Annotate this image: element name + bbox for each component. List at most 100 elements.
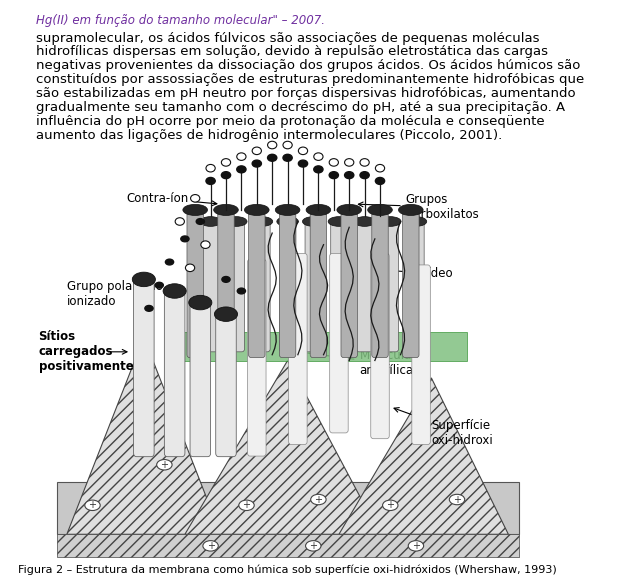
FancyBboxPatch shape (228, 219, 245, 352)
Text: aumento das ligações de hidrogênio intermoleculares (Piccolo, 2001).: aumento das ligações de hidrogênio inter… (36, 129, 502, 142)
Ellipse shape (311, 494, 326, 505)
FancyBboxPatch shape (165, 288, 185, 457)
Ellipse shape (214, 204, 238, 215)
Ellipse shape (186, 264, 194, 272)
Ellipse shape (237, 166, 246, 173)
Text: hidrofílicas dispersas em solução, devido à repulsão eletrostática das cargas: hidrofílicas dispersas em solução, devid… (36, 45, 548, 58)
Ellipse shape (183, 204, 207, 215)
FancyBboxPatch shape (357, 219, 373, 352)
Ellipse shape (267, 154, 277, 161)
Ellipse shape (277, 217, 298, 226)
FancyBboxPatch shape (279, 207, 296, 357)
Ellipse shape (222, 159, 231, 166)
Ellipse shape (252, 147, 261, 155)
Ellipse shape (163, 284, 186, 298)
Text: +: + (243, 501, 251, 510)
FancyBboxPatch shape (134, 276, 154, 457)
Ellipse shape (206, 178, 215, 184)
FancyBboxPatch shape (305, 219, 321, 352)
Ellipse shape (275, 204, 300, 215)
Ellipse shape (206, 165, 215, 172)
Text: são estabilizadas em pH neutro por forças dispersivas hidrofóbicas, aumentando: são estabilizadas em pH neutro por força… (36, 87, 576, 100)
Ellipse shape (329, 159, 339, 166)
Ellipse shape (85, 500, 100, 510)
Ellipse shape (145, 306, 153, 311)
Ellipse shape (201, 241, 210, 249)
FancyBboxPatch shape (310, 207, 327, 357)
Ellipse shape (449, 494, 465, 505)
Polygon shape (175, 332, 467, 360)
Ellipse shape (383, 500, 398, 510)
Ellipse shape (306, 204, 331, 215)
Ellipse shape (298, 147, 308, 155)
Ellipse shape (237, 153, 246, 161)
Ellipse shape (155, 282, 163, 288)
Ellipse shape (360, 159, 369, 166)
Ellipse shape (375, 178, 384, 184)
Ellipse shape (354, 217, 375, 226)
FancyBboxPatch shape (288, 253, 307, 445)
Ellipse shape (203, 541, 219, 551)
Ellipse shape (405, 217, 426, 226)
Polygon shape (185, 360, 380, 534)
FancyBboxPatch shape (330, 253, 348, 433)
Text: +: + (314, 495, 322, 505)
Ellipse shape (245, 204, 269, 215)
Ellipse shape (337, 204, 361, 215)
Text: Hg(II) em função do tamanho molecular" – 2007.: Hg(II) em função do tamanho molecular" –… (36, 14, 325, 27)
Ellipse shape (181, 236, 189, 242)
Ellipse shape (379, 217, 401, 226)
Polygon shape (56, 534, 519, 558)
Ellipse shape (165, 259, 173, 265)
FancyBboxPatch shape (382, 219, 399, 352)
FancyBboxPatch shape (279, 219, 296, 352)
Ellipse shape (306, 541, 321, 551)
FancyBboxPatch shape (402, 207, 419, 357)
FancyBboxPatch shape (215, 311, 236, 457)
FancyBboxPatch shape (218, 207, 234, 357)
Ellipse shape (132, 272, 155, 287)
Text: supramolecular, os ácidos fúlvicos são associações de pequenas moléculas: supramolecular, os ácidos fúlvicos são a… (36, 31, 540, 44)
Text: +: + (453, 495, 461, 505)
Ellipse shape (399, 204, 423, 215)
FancyBboxPatch shape (371, 253, 389, 439)
Text: Contra-íon: Contra-íon (126, 192, 217, 205)
Ellipse shape (368, 204, 392, 215)
Ellipse shape (157, 460, 172, 470)
Ellipse shape (239, 500, 254, 510)
Ellipse shape (175, 218, 184, 225)
Ellipse shape (375, 165, 384, 172)
Ellipse shape (267, 141, 277, 149)
Text: Molécula
amfifílica: Molécula amfifílica (302, 349, 413, 377)
Ellipse shape (283, 141, 292, 149)
Polygon shape (56, 482, 519, 534)
FancyBboxPatch shape (408, 219, 424, 352)
Ellipse shape (303, 217, 324, 226)
Ellipse shape (251, 217, 273, 226)
Ellipse shape (191, 194, 200, 202)
Text: gradualmente seu tamanho com o decréscimo do pH, até a sua precipitação. A: gradualmente seu tamanho com o decréscim… (36, 101, 565, 114)
Ellipse shape (225, 217, 247, 226)
Ellipse shape (252, 160, 261, 167)
Ellipse shape (314, 153, 323, 161)
Text: +: + (386, 501, 394, 510)
FancyBboxPatch shape (331, 219, 347, 352)
Text: +: + (412, 541, 420, 551)
Ellipse shape (237, 288, 246, 294)
Ellipse shape (409, 541, 423, 551)
FancyBboxPatch shape (249, 207, 265, 357)
Polygon shape (67, 338, 221, 534)
FancyBboxPatch shape (190, 299, 210, 457)
Ellipse shape (283, 154, 292, 161)
Ellipse shape (196, 219, 204, 225)
Ellipse shape (214, 307, 238, 321)
Ellipse shape (329, 172, 339, 179)
Text: +: + (207, 541, 215, 551)
Text: +: + (160, 460, 168, 470)
Text: Lipídeo: Lipídeo (358, 266, 454, 280)
Ellipse shape (345, 172, 354, 179)
Ellipse shape (189, 295, 212, 310)
Text: Grupos
Carboxilatos: Grupos Carboxilatos (358, 193, 480, 221)
Text: Figura 2 – Estrutura da membrana como húmica sob superfície oxi-hidróxidos (Wher: Figura 2 – Estrutura da membrana como hú… (18, 565, 557, 575)
FancyBboxPatch shape (254, 219, 270, 352)
